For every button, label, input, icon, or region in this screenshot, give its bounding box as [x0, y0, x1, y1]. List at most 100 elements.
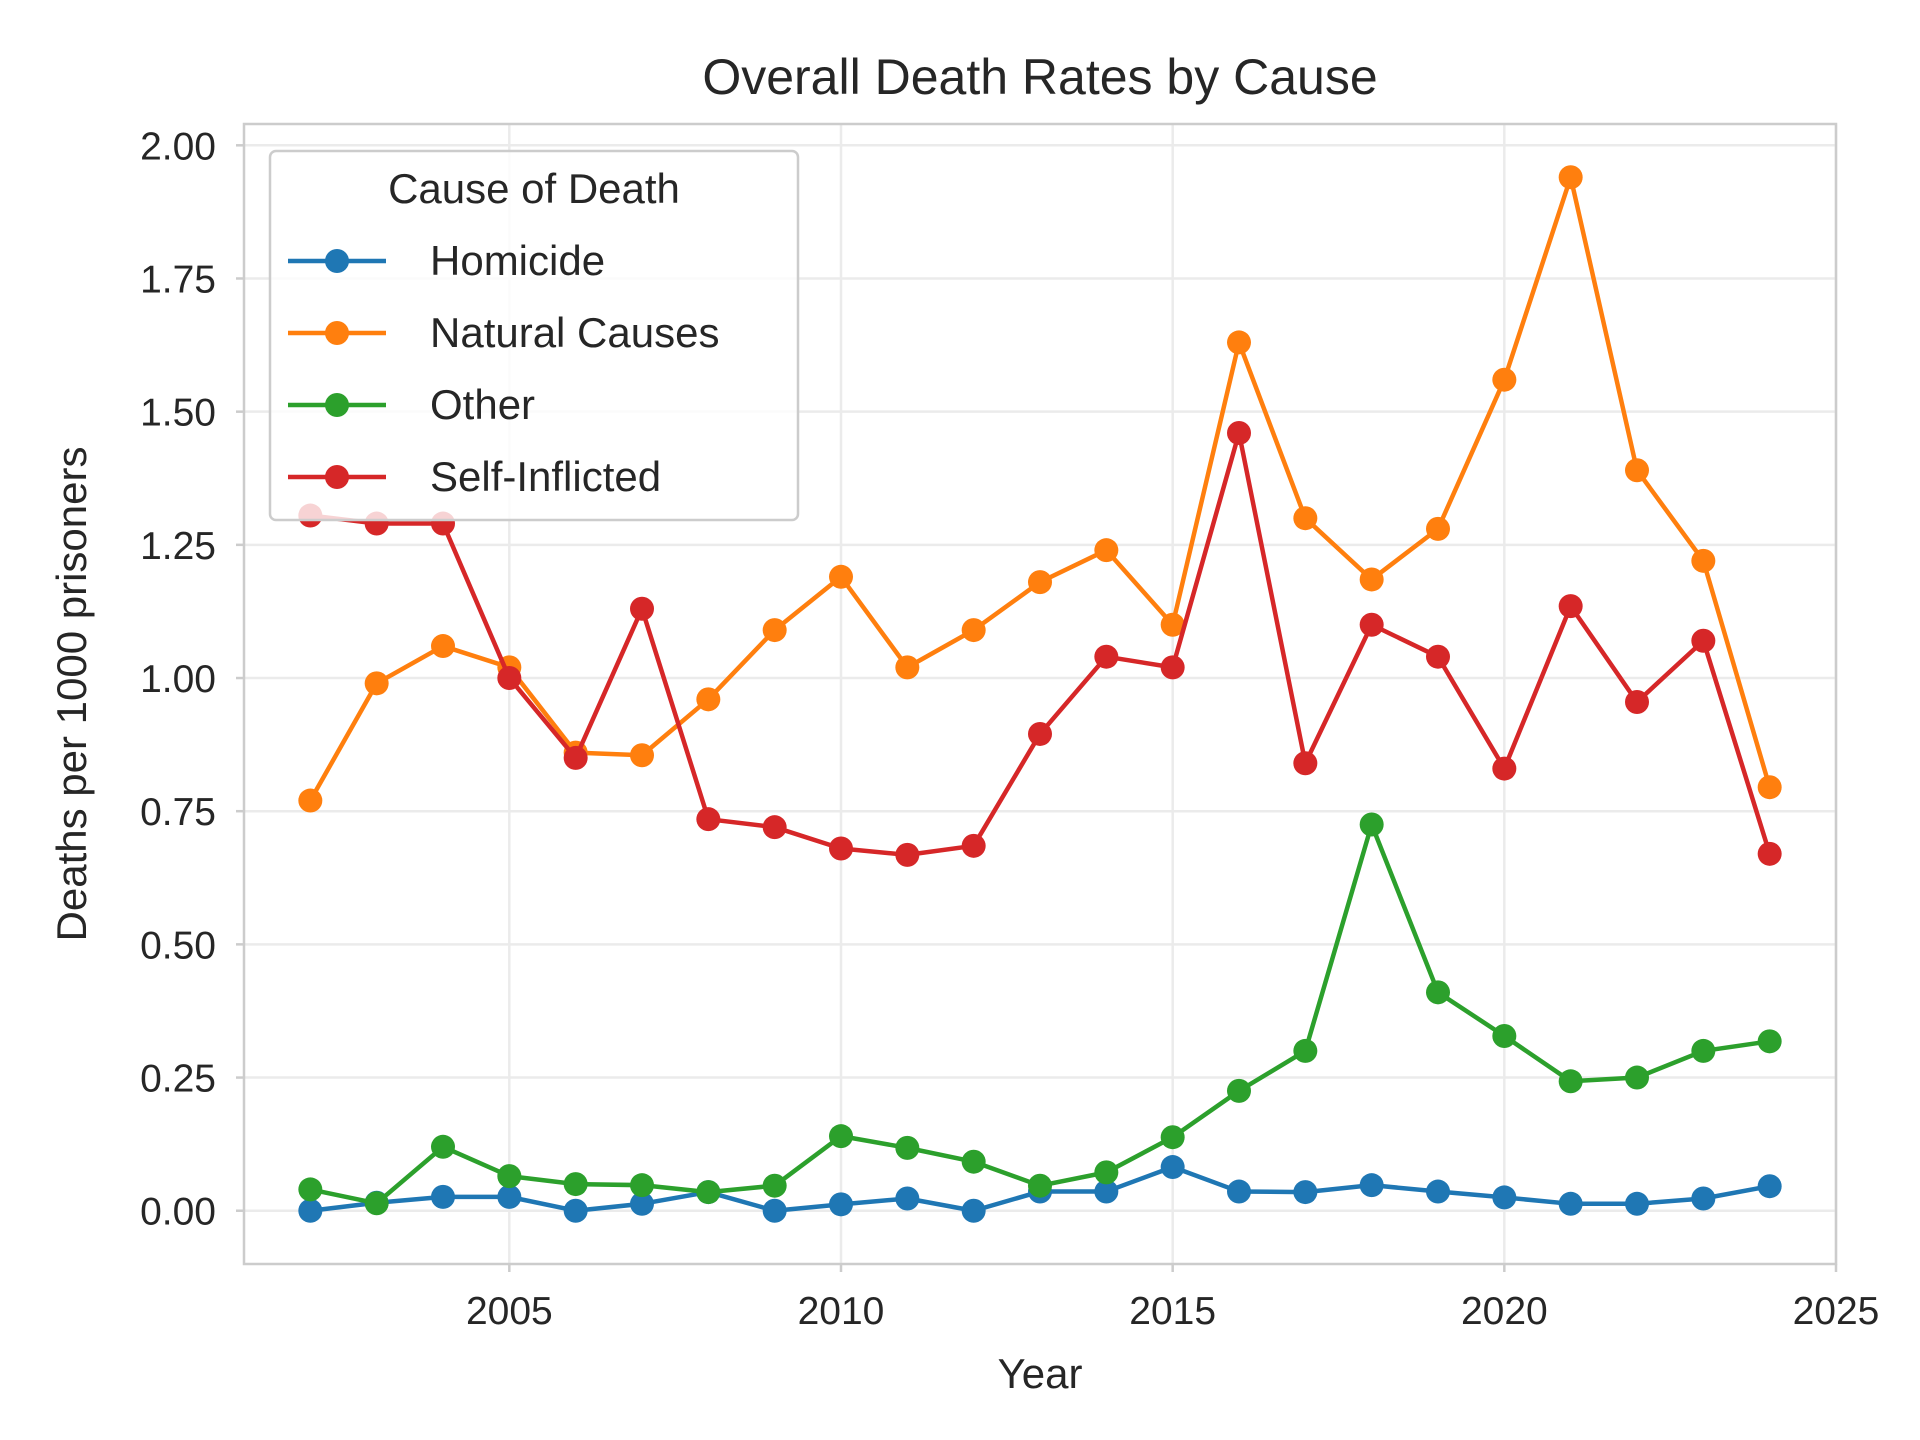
- y-tick-label: 1.25: [140, 525, 216, 568]
- y-tick-label: 1.50: [140, 392, 216, 435]
- data-point-homicide: [1160, 1155, 1185, 1180]
- legend-marker-other: [325, 393, 349, 417]
- data-point-homicide: [1227, 1179, 1251, 1204]
- y-tick-label: 0.00: [140, 1191, 216, 1234]
- data-point-homicide: [431, 1184, 455, 1209]
- legend-item-natural-causes: Natural Causes: [288, 309, 719, 356]
- data-point-other: [431, 1134, 455, 1159]
- series-natural-causes: [298, 165, 1782, 813]
- data-point-natural-causes: [762, 618, 787, 643]
- y-tick-label: 0.25: [140, 1058, 216, 1101]
- data-point-other: [696, 1180, 721, 1205]
- data-point-other: [1094, 1160, 1119, 1185]
- data-point-natural-causes: [961, 618, 986, 643]
- x-tick-label: 2020: [1461, 1290, 1548, 1333]
- data-point-homicide: [1094, 1179, 1119, 1204]
- data-point-other: [563, 1172, 588, 1197]
- data-point-homicide: [630, 1191, 654, 1216]
- y-tick-label: 1.75: [140, 258, 216, 301]
- data-point-other: [497, 1164, 522, 1189]
- data-point-natural-causes: [1359, 567, 1384, 592]
- data-point-other: [1028, 1173, 1052, 1198]
- legend-marker-homicide: [325, 249, 349, 273]
- legend-label-other: Other: [430, 381, 535, 428]
- legend-title: Cause of Death: [388, 165, 680, 212]
- data-point-self-inflicted: [1028, 721, 1052, 746]
- data-point-homicide: [829, 1192, 853, 1217]
- data-point-self-inflicted: [1227, 420, 1251, 445]
- data-point-other: [829, 1124, 853, 1149]
- data-point-other: [1558, 1069, 1583, 1094]
- legend-label-self-inflicted: Self-Inflicted: [430, 453, 661, 500]
- legend-label-homicide: Homicide: [430, 237, 605, 284]
- data-point-natural-causes: [1160, 612, 1185, 637]
- data-point-self-inflicted: [1558, 594, 1583, 619]
- data-point-homicide: [895, 1186, 920, 1211]
- data-point-self-inflicted: [1293, 751, 1318, 776]
- data-point-homicide: [563, 1198, 588, 1223]
- data-point-homicide: [1558, 1191, 1583, 1216]
- data-point-self-inflicted: [696, 807, 721, 832]
- data-point-other: [1426, 980, 1450, 1005]
- x-tick-label: 2015: [1129, 1290, 1216, 1333]
- data-point-homicide: [1691, 1186, 1716, 1211]
- data-point-homicide: [961, 1198, 986, 1223]
- data-point-natural-causes: [1625, 458, 1649, 483]
- grid-lines: [244, 124, 1838, 1264]
- data-point-other: [1492, 1024, 1517, 1048]
- data-point-other: [630, 1173, 654, 1198]
- legend-item-homicide: Homicide: [288, 237, 605, 284]
- data-point-self-inflicted: [1691, 628, 1716, 653]
- legend-item-self-inflicted: Self-Inflicted: [288, 453, 661, 500]
- data-point-homicide: [497, 1184, 522, 1209]
- data-point-natural-causes: [1426, 516, 1450, 541]
- data-point-natural-causes: [630, 743, 654, 768]
- data-point-other: [1227, 1078, 1251, 1103]
- data-point-self-inflicted: [1359, 612, 1384, 637]
- data-point-self-inflicted: [829, 836, 853, 861]
- data-point-homicide: [1625, 1191, 1649, 1216]
- data-point-self-inflicted: [1426, 644, 1450, 669]
- data-point-natural-causes: [829, 564, 853, 589]
- data-point-self-inflicted: [497, 666, 522, 691]
- data-point-other: [1359, 812, 1384, 837]
- data-point-other: [1625, 1065, 1649, 1090]
- data-point-natural-causes: [1691, 548, 1716, 573]
- data-point-homicide: [762, 1198, 787, 1223]
- data-point-other: [895, 1135, 920, 1160]
- data-point-self-inflicted: [895, 842, 920, 867]
- data-point-homicide: [1757, 1174, 1782, 1199]
- data-point-natural-causes: [1094, 538, 1119, 563]
- x-tick-label: 2005: [466, 1290, 553, 1333]
- data-point-natural-causes: [1028, 570, 1052, 595]
- data-point-natural-causes: [1492, 367, 1517, 392]
- data-point-self-inflicted: [961, 833, 986, 858]
- data-point-natural-causes: [431, 634, 455, 659]
- data-point-self-inflicted: [1492, 756, 1517, 781]
- axis-ticks: 2005 2010 2015 2020 2025 0.00 0.25 0.50 0.75 1.00…: [140, 125, 1879, 1333]
- data-point-natural-causes: [895, 655, 920, 680]
- data-point-natural-causes: [1227, 330, 1251, 355]
- chart-title: Overall Death Rates by Cause: [702, 49, 1377, 105]
- data-point-homicide: [1359, 1173, 1384, 1198]
- series-other: [298, 812, 1782, 1216]
- legend-label-natural-causes: Natural Causes: [430, 309, 719, 356]
- legend: Cause of Death Homicide Natural Causes Oth…: [268, 149, 800, 522]
- y-axis-label: Deaths per 1000 prisoners: [48, 447, 95, 942]
- data-point-other: [298, 1177, 323, 1202]
- data-point-other: [1757, 1029, 1782, 1054]
- data-point-homicide: [1492, 1185, 1517, 1210]
- legend-box: [268, 149, 800, 522]
- data-point-other: [961, 1149, 986, 1174]
- data-point-natural-causes: [1558, 165, 1583, 190]
- data-point-self-inflicted: [1625, 689, 1649, 714]
- data-point-natural-causes: [1293, 506, 1318, 531]
- legend-marker-natural-causes: [325, 321, 349, 345]
- x-tick-label: 2010: [798, 1290, 885, 1333]
- data-point-natural-causes: [298, 788, 323, 813]
- plot-area-frame: [242, 122, 1838, 1266]
- data-point-natural-causes: [364, 671, 389, 696]
- y-tick-label: 1.00: [140, 658, 216, 701]
- data-point-self-inflicted: [762, 815, 787, 840]
